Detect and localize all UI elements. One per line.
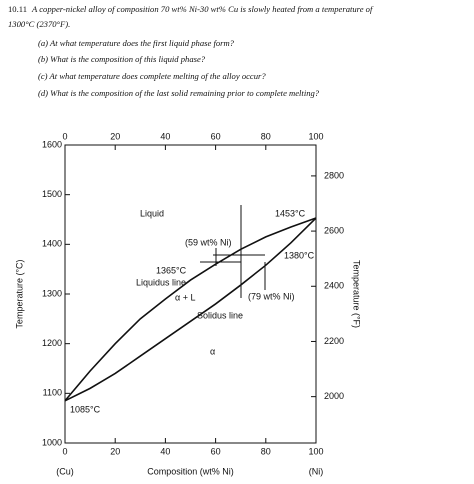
y2-tick-label: 2200 xyxy=(324,336,344,346)
y2-axis-title: Temperature (°F) xyxy=(352,260,362,328)
question: (a) At what temperature does the first l… xyxy=(38,38,234,48)
temperature-label: 1365°C xyxy=(156,265,187,275)
y-tick-label: 1000 xyxy=(42,437,62,447)
x-tick-label: 0 xyxy=(62,131,67,141)
y2-tick-label: 2800 xyxy=(324,170,344,180)
y-tick-label: 1100 xyxy=(43,388,62,398)
y-tick-label: 1300 xyxy=(42,288,62,298)
composition-label: (79 wt% Ni) xyxy=(248,291,295,301)
x-tick-label: 0 xyxy=(62,446,67,456)
x-axis-title: Composition (wt% Ni) xyxy=(147,466,234,476)
region-label: α xyxy=(210,346,215,356)
x-tick-label: 100 xyxy=(308,131,323,141)
problem-line: 1300°C (2370°F). xyxy=(8,19,71,29)
x-tick-label: 40 xyxy=(160,131,170,141)
x-tick-label: 100 xyxy=(308,446,323,456)
problem-line: A copper-nickel alloy of composition 70 … xyxy=(32,4,373,14)
y-tick-label: 1500 xyxy=(42,189,62,199)
y2-tick-label: 2400 xyxy=(324,281,344,291)
x-left-label: (Cu) xyxy=(56,466,74,476)
phase-boundary xyxy=(64,217,317,402)
y2-tick-label: 2600 xyxy=(324,225,344,235)
curve-label: Solidus line xyxy=(197,310,243,320)
region-label: Liquid xyxy=(140,208,164,218)
question: (b) What is the composition of this liqu… xyxy=(38,54,206,64)
y-axis-title: Temperature (°C) xyxy=(14,259,24,328)
x-tick-label: 60 xyxy=(211,446,221,456)
phase-boundary xyxy=(64,217,317,402)
x-tick-label: 20 xyxy=(110,446,120,456)
x-tick-label: 40 xyxy=(160,446,170,456)
temperature-label: 1085°C xyxy=(70,404,101,414)
composition-label: (59 wt% Ni) xyxy=(185,237,232,247)
x-tick-label: 60 xyxy=(211,131,221,141)
y2-tick-label: 2000 xyxy=(324,391,344,401)
temperature-label: 1380°C xyxy=(284,250,315,260)
y-tick-label: 1600 xyxy=(42,139,62,149)
y-tick-label: 1400 xyxy=(42,239,62,249)
question: (d) What is the composition of the last … xyxy=(38,88,320,98)
curve-label: Liquidus line xyxy=(136,277,186,287)
x-tick-label: 80 xyxy=(261,131,271,141)
y-tick-label: 1200 xyxy=(42,338,62,348)
x-tick-label: 20 xyxy=(110,131,120,141)
region-label: α + L xyxy=(175,292,195,302)
x-right-label: (Ni) xyxy=(309,466,324,476)
question: (c) At what temperature does complete me… xyxy=(38,71,266,81)
x-tick-label: 80 xyxy=(261,446,271,456)
temperature-label: 1453°C xyxy=(275,208,306,218)
problem-number: 10.11 xyxy=(8,4,28,14)
